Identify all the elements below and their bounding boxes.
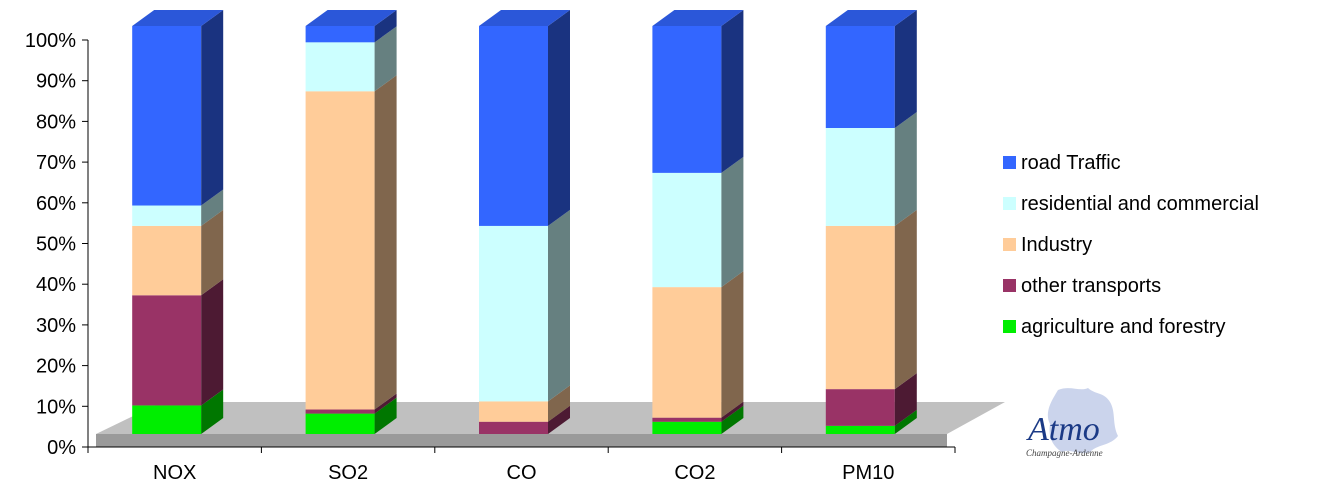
bar-segment-side <box>895 210 917 389</box>
bar-segment <box>652 10 743 173</box>
legend-label: agriculture and forestry <box>1021 316 1226 338</box>
bar-segment-side <box>201 279 223 405</box>
legend: road Traffic residential and commercial In… <box>1003 152 1259 338</box>
bar-segment-front <box>826 389 895 426</box>
bar-segment <box>826 210 917 389</box>
bar-segment-front <box>306 26 375 42</box>
bar-segment-front <box>132 405 201 434</box>
floor-front <box>96 434 947 447</box>
legend-label: residential and commercial <box>1021 193 1259 215</box>
y-tick-label: 60% <box>36 193 76 215</box>
bar-segment <box>652 271 743 418</box>
y-tick-label: 80% <box>36 111 76 133</box>
legend-item: agriculture and forestry <box>1003 316 1226 338</box>
bar-segment-front <box>479 422 548 434</box>
y-tick-label: 70% <box>36 152 76 174</box>
y-tick-label: 30% <box>36 315 76 337</box>
bar-segment <box>479 10 570 226</box>
legend-swatch <box>1003 279 1016 292</box>
bar-segment <box>306 75 397 409</box>
legend-item: road Traffic <box>1003 152 1121 174</box>
bar-segment-front <box>479 26 548 226</box>
bar-segment-side <box>721 157 743 287</box>
bar-segment <box>652 157 743 287</box>
bar-segment-front <box>132 226 201 295</box>
bar-segment-front <box>652 26 721 173</box>
bar-segment-front <box>652 173 721 287</box>
bar-segment-front <box>652 422 721 434</box>
legend-item: other transports <box>1003 275 1161 297</box>
legend-item: Industry <box>1003 234 1092 256</box>
y-tick-label: 0% <box>47 437 76 459</box>
y-tick-label: 10% <box>36 396 76 418</box>
bar-segment-front <box>132 206 201 226</box>
bar-segment-front <box>306 414 375 434</box>
bar-segment-front <box>132 295 201 405</box>
x-tick-label: CO <box>507 462 537 484</box>
bar-segment-front <box>479 226 548 401</box>
legend-swatch <box>1003 320 1016 333</box>
legend-label: road Traffic <box>1021 152 1121 174</box>
legend-item: residential and commercial <box>1003 193 1259 215</box>
x-tick-label: PM10 <box>842 462 894 484</box>
bar-segment-side <box>375 75 397 409</box>
y-tick-label: 50% <box>36 234 76 256</box>
bar-segment <box>132 279 223 405</box>
bar-segment <box>479 210 570 401</box>
bar-segment-side <box>721 10 743 173</box>
y-tick-label: 20% <box>36 356 76 378</box>
bar-segment-side <box>548 210 570 401</box>
legend-swatch <box>1003 156 1016 169</box>
bar-segment-side <box>201 10 223 206</box>
bar-segment-side <box>895 112 917 226</box>
x-tick-label: SO2 <box>328 462 368 484</box>
x-tick-label: CO2 <box>674 462 715 484</box>
bar-segment-front <box>826 128 895 226</box>
bar-segment-front <box>652 418 721 422</box>
bar-segment-side <box>721 271 743 418</box>
legend-swatch <box>1003 238 1016 251</box>
y-tick-label: 100% <box>25 30 76 52</box>
bar-segment-front <box>479 401 548 421</box>
bar-segment-front <box>306 91 375 409</box>
legend-swatch <box>1003 197 1016 210</box>
y-tick-label: 40% <box>36 274 76 296</box>
logo-sub-text: Champagne-Ardenne <box>1026 448 1103 458</box>
bars <box>132 10 917 434</box>
x-tick-label: NOX <box>153 462 196 484</box>
y-tick-label: 90% <box>36 71 76 93</box>
bar-segment <box>826 10 917 128</box>
legend-label: other transports <box>1021 275 1161 297</box>
logo-main-text: Atmo <box>1026 411 1100 448</box>
bar-segment <box>826 112 917 226</box>
bar-segment-front <box>652 287 721 418</box>
bar-segment-side <box>548 10 570 226</box>
atmo-logo: Atmo Champagne-Ardenne <box>1026 388 1118 458</box>
bar-segment-front <box>826 226 895 389</box>
bar-segment <box>132 10 223 206</box>
bar-segment-front <box>826 426 895 434</box>
bar-segment-front <box>306 42 375 91</box>
bar-segment-front <box>306 410 375 414</box>
legend-label: Industry <box>1021 234 1092 256</box>
bar-segment-side <box>895 10 917 128</box>
bar-segment-front <box>826 26 895 128</box>
bar-segment-front <box>132 26 201 206</box>
